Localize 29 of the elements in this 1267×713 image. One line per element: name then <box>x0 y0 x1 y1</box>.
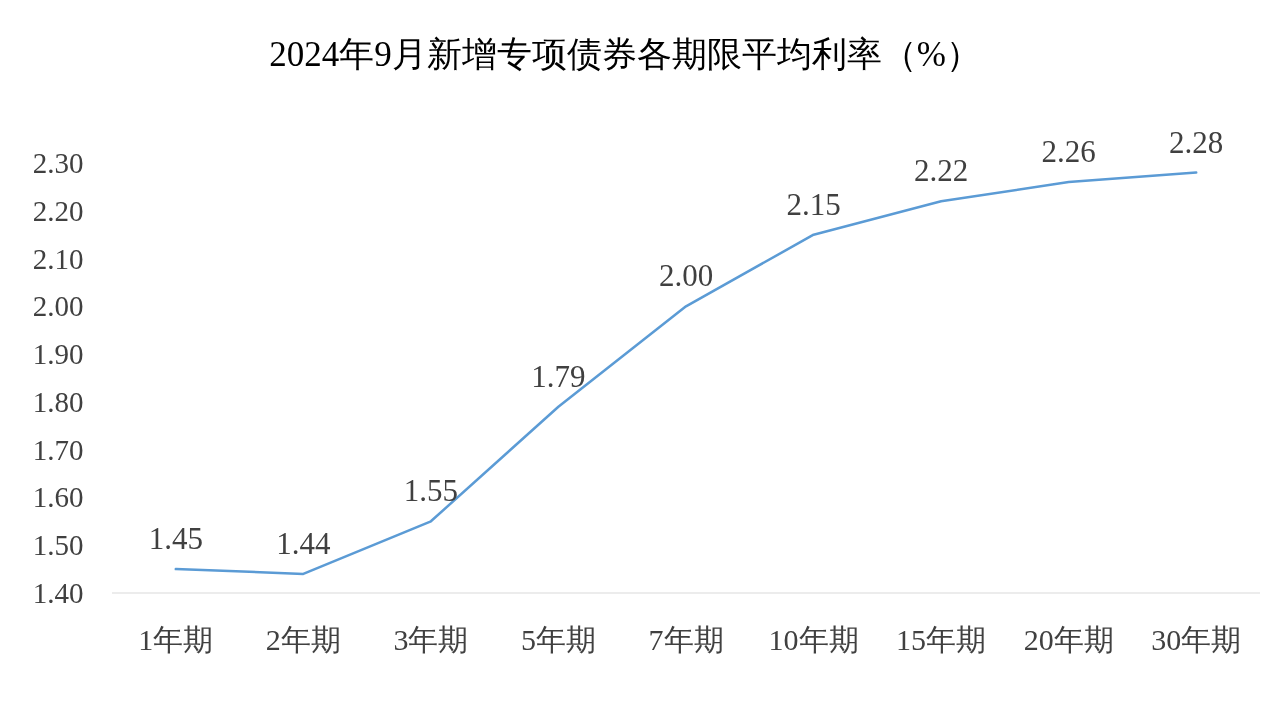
y-tick-label: 1.80 <box>32 385 84 418</box>
y-tick-label: 2.30 <box>32 147 84 179</box>
data-label: 2.28 <box>1169 124 1224 160</box>
data-label: 2.22 <box>913 153 969 189</box>
x-tick-label: 10年期 <box>768 623 859 656</box>
data-label: 2.15 <box>786 186 841 222</box>
data-label: 2.26 <box>1041 134 1096 170</box>
x-tick-label: 3年期 <box>393 623 469 656</box>
chart-title: 2024年9月新增专项债券各期限平均利率（%） <box>269 35 981 74</box>
y-tick-label: 1.50 <box>32 529 84 562</box>
x-tick-label: 2年期 <box>265 623 341 656</box>
x-tick-label: 1年期 <box>138 623 214 656</box>
data-label: 1.79 <box>531 358 586 394</box>
data-label: 1.45 <box>148 521 203 557</box>
y-tick-label: 2.00 <box>32 290 84 323</box>
y-tick-label: 1.40 <box>32 577 84 609</box>
data-label: 2.00 <box>658 258 714 294</box>
y-tick-label: 2.20 <box>32 194 84 227</box>
data-label: 1.44 <box>276 525 331 561</box>
y-tick-label: 1.70 <box>32 433 84 466</box>
x-tick-label: 5年期 <box>520 623 596 656</box>
y-tick-label: 1.60 <box>32 481 84 514</box>
x-tick-label: 7年期 <box>648 623 724 656</box>
data-label: 1.55 <box>403 473 459 509</box>
x-tick-label: 20年期 <box>1023 623 1114 656</box>
x-tick-label: 30年期 <box>1151 623 1242 656</box>
y-tick-label: 1.90 <box>32 338 84 371</box>
y-tick-label: 2.10 <box>32 242 84 275</box>
x-tick-label: 15年期 <box>896 623 987 656</box>
